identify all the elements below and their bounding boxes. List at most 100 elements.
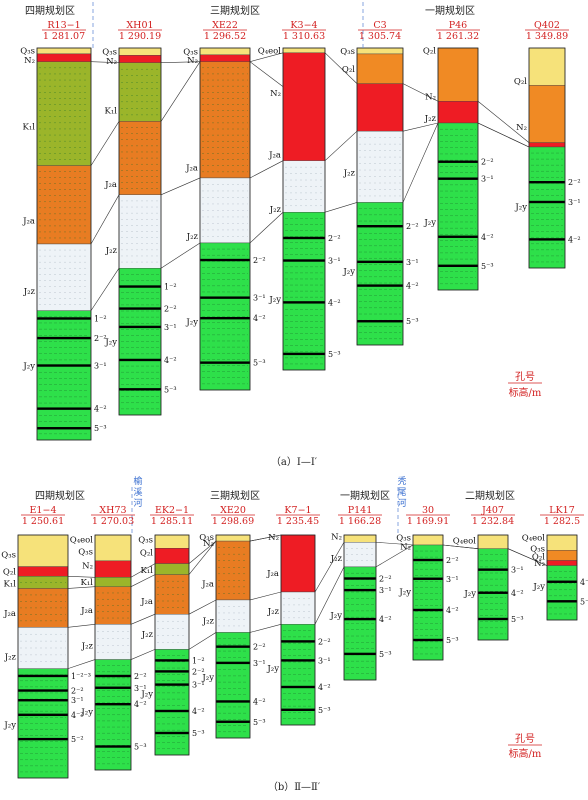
well-id-b-2: EK2−1 (155, 505, 189, 516)
well-id-b-0: E1−4 (30, 505, 57, 516)
correlation-line-a-2-1 (160, 177, 201, 196)
formation-label-b-8-1: Q₃s (530, 545, 545, 555)
coal-seam-label-a-6-1: 3⁻¹ (568, 198, 581, 207)
formation-label-a-2-0: Q₃s (183, 47, 198, 57)
coal-seam (438, 160, 478, 163)
coal-seam-label-a-5-2: 4⁻² (481, 233, 494, 242)
well-id-a-4: C3 (373, 20, 386, 31)
well-id-b-7: J407 (481, 505, 504, 516)
coal-seam (357, 284, 403, 287)
column-outline (546, 534, 578, 621)
coal-seam (155, 709, 189, 713)
well-elevation-b-3: 1 298.69 (212, 516, 254, 527)
coal-seam (438, 177, 478, 180)
coal-seam (18, 689, 68, 692)
coal-seam-label-a-3-2: 4⁻² (328, 298, 341, 307)
borehole-a-4 (356, 47, 404, 346)
zone-label-b-3: 二期规划区 (465, 489, 515, 502)
formation-label-b-1-2: N₂ (82, 562, 93, 572)
formation-label-b-8-4: J₂y (532, 582, 545, 592)
correlation-line-b-3-0 (67, 659, 96, 669)
correlation-line-a-3-4 (402, 122, 439, 203)
formation-label-a-6-1: N₂ (516, 123, 527, 133)
coal-seam-label-b-3-3: 5⁻³ (253, 718, 266, 727)
layer-J2z (94, 624, 132, 660)
well-id-a-0: R13−1 (47, 20, 80, 31)
coal-seam-label-b-5-3: 5⁻³ (379, 650, 392, 659)
coal-seam (344, 577, 376, 580)
coal-seam (18, 699, 68, 702)
well-elevation-a-2: 1 296.52 (204, 31, 246, 42)
coal-seam (216, 720, 250, 723)
coal-seam (438, 264, 478, 267)
coal-seam (281, 685, 315, 689)
coal-seam (413, 577, 443, 580)
coal-seam-label-a-3-0: 2⁻² (328, 234, 341, 243)
layer-Q3s (215, 534, 251, 542)
formation-label-a-1-2: K₁l (105, 106, 118, 116)
correlation-line-a-0-3 (324, 52, 358, 84)
correlation-line-b-3-4 (314, 566, 345, 625)
formation-label-b-1-5: J₂z (81, 641, 94, 651)
coal-seam (478, 617, 508, 621)
well-id-a-1: XH01 (126, 20, 153, 31)
coal-seam-label-b-5-2: 4⁻² (379, 615, 392, 624)
coal-seam-label-b-2-0: 1⁻² (192, 656, 205, 665)
coal-seam-label-a-4-2: 4⁻² (406, 282, 419, 291)
layer-J2y (477, 548, 509, 641)
formation-label-a-1-5: J₂y (104, 338, 117, 348)
coal-seam-label-b-5-1: 3⁻¹ (379, 586, 392, 595)
layer-Q3s (36, 47, 92, 55)
coal-seam-label-b-1-3: 5⁻³ (134, 743, 147, 752)
column-outline (94, 534, 132, 771)
layer-J2y (343, 566, 377, 681)
coal-seam-label-b-1-2: 4⁻² (134, 700, 147, 709)
coal-seam (95, 686, 131, 689)
correlation-line-b-3-7 (507, 548, 548, 566)
coal-seam-label-b-1-1: 3⁻¹ (134, 684, 147, 693)
formation-label-a-4-3: J₂y (342, 267, 355, 277)
layer-Q3s (412, 534, 444, 546)
coal-seam (413, 558, 443, 562)
coal-seam-label-b-2-3: 4⁻² (192, 707, 205, 716)
river-label-b-1: 秃 (397, 475, 406, 487)
layer-Q3s (199, 47, 251, 56)
coal-seam (155, 659, 189, 662)
formation-label-b-6-0: Q₃s (396, 534, 411, 544)
layer-Q2l (356, 53, 404, 84)
formation-label-a-4-0: Q₃s (340, 47, 355, 57)
correlation-line-a-3-0 (90, 268, 120, 311)
correlation-line-b-1-0 (67, 586, 96, 589)
panel-caption-b: （b）Ⅱ—Ⅱ′ (268, 781, 321, 793)
well-elevation-a-1: 1 290.19 (119, 31, 161, 42)
coal-seam-label-a-2-0: 2⁻² (253, 256, 266, 265)
layer-J2z (280, 591, 316, 625)
coal-seam-label-a-6-2: 4⁻² (568, 235, 581, 244)
formation-label-a-3-1: N₂ (270, 89, 281, 99)
coal-seam-label-b-8-0: 4⁻² (580, 578, 588, 587)
formation-label-a-0-5: J₂y (22, 362, 35, 372)
formation-label-b-1-0: Q₄eol (70, 536, 94, 546)
formation-label-b-4-2: J₂z (267, 607, 280, 617)
correlation-line-a-0-2 (249, 52, 284, 62)
layer-J2z (36, 243, 92, 311)
coal-seam-label-a-2-3: 5⁻³ (253, 359, 266, 368)
coal-seam (37, 317, 91, 320)
coal-seam (281, 708, 315, 711)
coal-seam (119, 285, 161, 288)
layer-N2 (118, 55, 162, 63)
coal-seam (18, 737, 68, 741)
borehole-b-5 (343, 534, 377, 681)
coal-seam-label-a-4-0: 2⁻² (406, 222, 419, 231)
coal-seam (281, 659, 315, 662)
formation-label-b-0-1: Q₂l (3, 567, 16, 577)
borehole-a-1 (118, 47, 162, 416)
formation-label-a-3-3: J₂z (269, 205, 282, 215)
well-elevation-b-4: 1 235.45 (277, 516, 319, 527)
coal-seam-label-b-6-2: 4⁻² (446, 606, 459, 615)
borehole-a-5 (437, 47, 479, 291)
layer-J2y (282, 212, 326, 371)
coal-seam (155, 683, 189, 686)
well-elevation-a-5: 1 261.32 (437, 31, 479, 42)
